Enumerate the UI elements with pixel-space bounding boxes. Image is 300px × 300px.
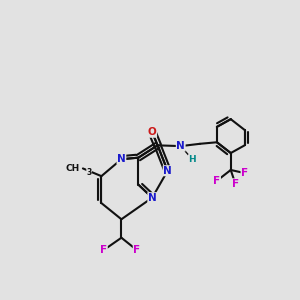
Text: F: F	[241, 168, 248, 178]
Text: F: F	[232, 179, 239, 189]
Text: N: N	[117, 154, 126, 164]
Text: N: N	[148, 193, 157, 203]
Text: 3: 3	[86, 168, 92, 177]
Text: N: N	[163, 166, 172, 176]
Text: F: F	[133, 245, 140, 255]
Text: N: N	[176, 141, 185, 151]
Text: F: F	[213, 176, 220, 186]
Text: O: O	[148, 127, 157, 137]
Text: F: F	[100, 245, 107, 255]
Text: CH: CH	[66, 164, 80, 173]
Text: H: H	[188, 155, 196, 164]
